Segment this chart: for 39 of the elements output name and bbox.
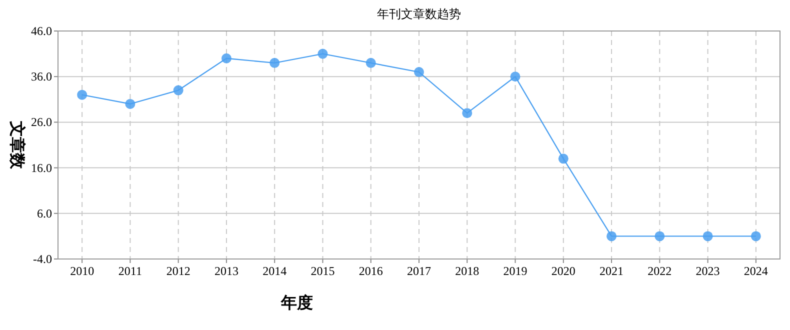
x-tick-label: 2015 xyxy=(310,264,335,278)
x-tick-label: 2023 xyxy=(696,264,720,278)
y-axis-title: 文章数 xyxy=(8,120,26,170)
x-tick-label: 2022 xyxy=(648,264,672,278)
x-tick-label: 2012 xyxy=(166,264,190,278)
point xyxy=(173,85,184,96)
x-tick-label: 2020 xyxy=(551,264,576,278)
point xyxy=(318,48,328,59)
x-tick-label: 2019 xyxy=(503,264,528,278)
point xyxy=(125,98,136,109)
point xyxy=(654,231,665,242)
chart-title: 年刊文章数趋势 xyxy=(377,7,461,21)
x-tick-label: 2018 xyxy=(455,264,480,278)
point xyxy=(606,231,617,242)
point xyxy=(221,53,232,64)
point xyxy=(270,58,280,68)
point xyxy=(558,154,568,164)
point xyxy=(414,67,424,78)
point xyxy=(77,90,88,100)
y-tick-label: -4.0 xyxy=(33,252,52,266)
point xyxy=(462,108,472,118)
x-tick-label: 2014 xyxy=(262,264,287,278)
x-tick-label: 2024 xyxy=(744,264,768,278)
y-tick-label: 46.0 xyxy=(31,24,52,38)
point xyxy=(366,58,376,68)
x-tick-label: 2021 xyxy=(600,264,624,278)
y-tick-label: 16.0 xyxy=(31,160,52,175)
point xyxy=(750,231,761,242)
y-tick-label: 36.0 xyxy=(31,70,52,84)
point xyxy=(510,72,520,82)
point xyxy=(702,231,713,242)
y-tick-label: 26.0 xyxy=(31,115,52,130)
x-tick-label: 2010 xyxy=(70,264,94,278)
x-tick-label: 2011 xyxy=(118,264,142,278)
y-tick-label: 6.0 xyxy=(37,206,52,220)
x-tick-label: 2017 xyxy=(407,264,431,278)
x-tick-label: 2013 xyxy=(214,264,238,278)
x-axis-title: 年度 xyxy=(280,293,313,312)
x-tick-label: 2016 xyxy=(358,264,383,278)
